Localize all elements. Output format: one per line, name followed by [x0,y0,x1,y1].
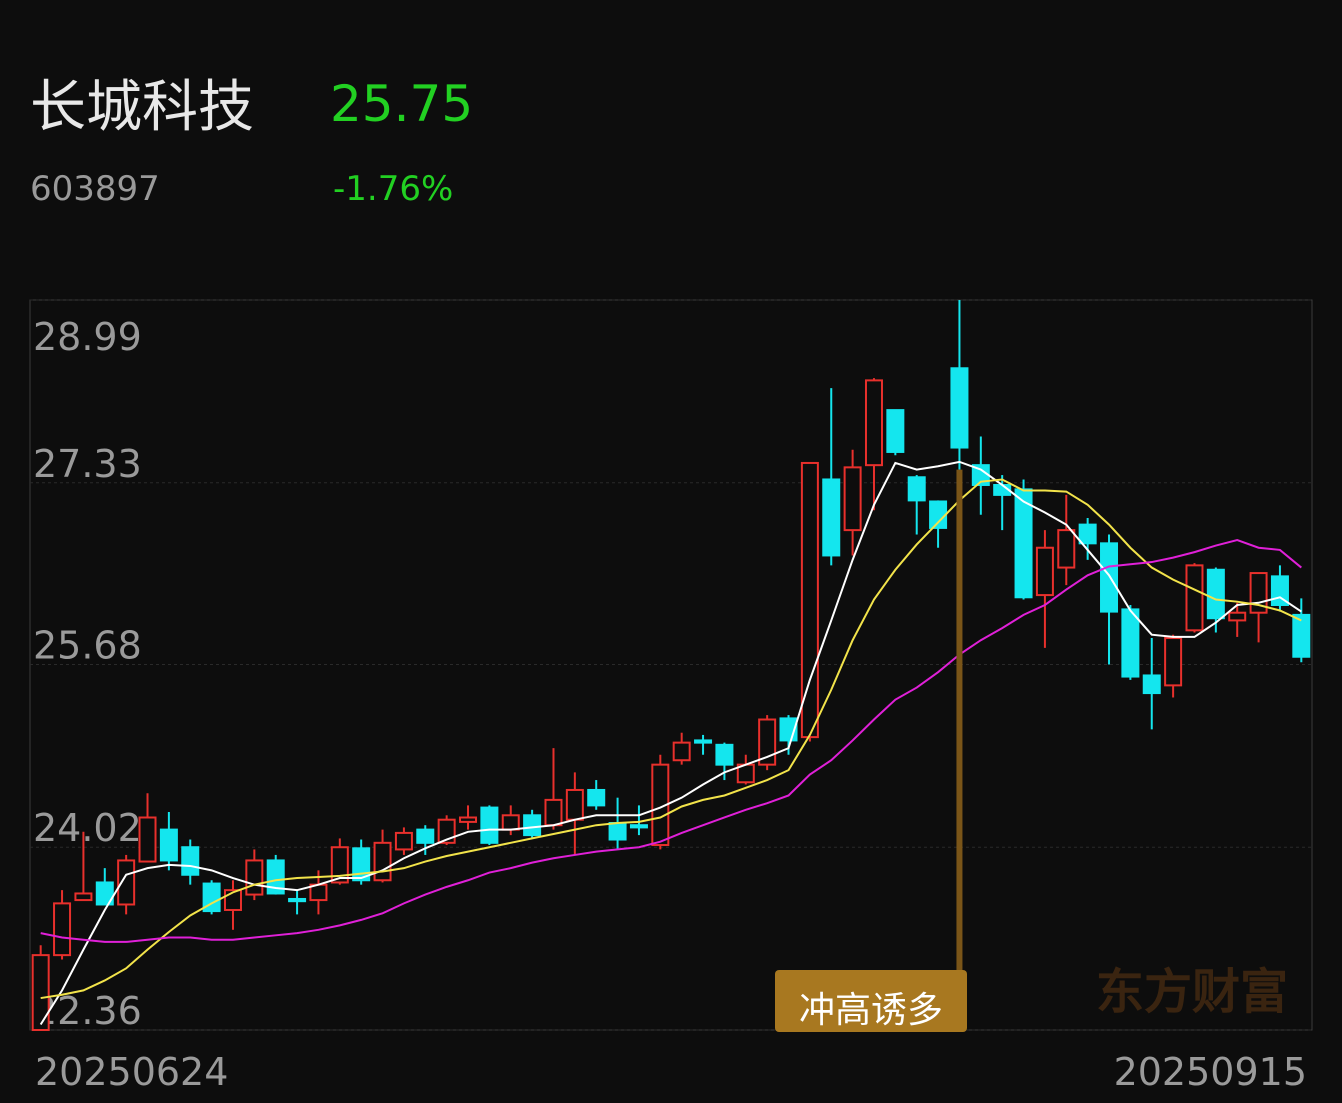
candle-body [1121,608,1140,678]
candle-body [929,500,948,529]
candle-body [565,788,584,821]
candle-body [1164,637,1183,687]
candle-body [95,881,114,906]
candle-body [459,816,478,823]
candle-body [330,846,349,884]
candle-body [245,859,264,896]
candle-body [394,831,413,851]
candle-body [501,814,520,831]
watermark: 东方财富 [1096,964,1288,1020]
candle-body [31,954,50,1032]
candle-body [1228,611,1247,622]
moving-average-line [40,538,1302,943]
candle-body [1035,546,1054,597]
annotation-box [775,970,967,1032]
candle-body [907,476,926,502]
candle-body [758,718,777,766]
stock-price: 25.75 [330,75,473,133]
candle-body [843,466,862,532]
candle-body [608,822,627,841]
candle-body [822,478,841,557]
candle-body [694,739,713,744]
candle-body [1100,542,1119,613]
candle-body [523,814,542,837]
candle-body [950,367,969,449]
candle-body [74,892,93,902]
candle-body [886,409,905,453]
candle-body [288,897,307,903]
candle-body [1078,523,1097,545]
candle-body [715,743,734,766]
candle-body [1206,568,1225,620]
y-tick-label: 28.99 [33,315,142,359]
candle-body [1185,564,1204,632]
candle-body [181,846,200,876]
candle-body [1292,613,1311,658]
candle-body [1142,674,1161,695]
moving-average-line [39,460,1302,1026]
x-tick-label: 20250915 [1114,1050,1307,1094]
y-tick-label: 25.68 [33,623,142,667]
candle-body [117,859,136,906]
candle-body [480,806,499,844]
candle-body [53,902,72,957]
x-tick-label: 20250624 [35,1050,228,1094]
moving-average-line [40,478,1302,1000]
y-tick-label: 27.33 [33,442,142,486]
price-change: -1.76% [333,169,453,209]
plot-frame [29,299,1313,1031]
candle-body [629,824,648,829]
candle-body [138,816,157,863]
candle-body [159,828,178,862]
candle-body [672,741,691,762]
y-tick-label: 24.02 [33,806,142,850]
candle-body [416,828,435,844]
candle-body [1057,529,1076,569]
annotation-text: 冲高诱多 [799,990,943,1031]
candle-body [544,798,563,827]
candle-body [202,882,221,913]
stock-code: 603897 [30,169,160,209]
candle-body [587,788,606,807]
candle-body [266,859,285,895]
candle-body [373,841,392,882]
candle-body [1014,488,1033,599]
candle-body [864,379,883,467]
stock-name: 长城科技 [30,75,254,140]
